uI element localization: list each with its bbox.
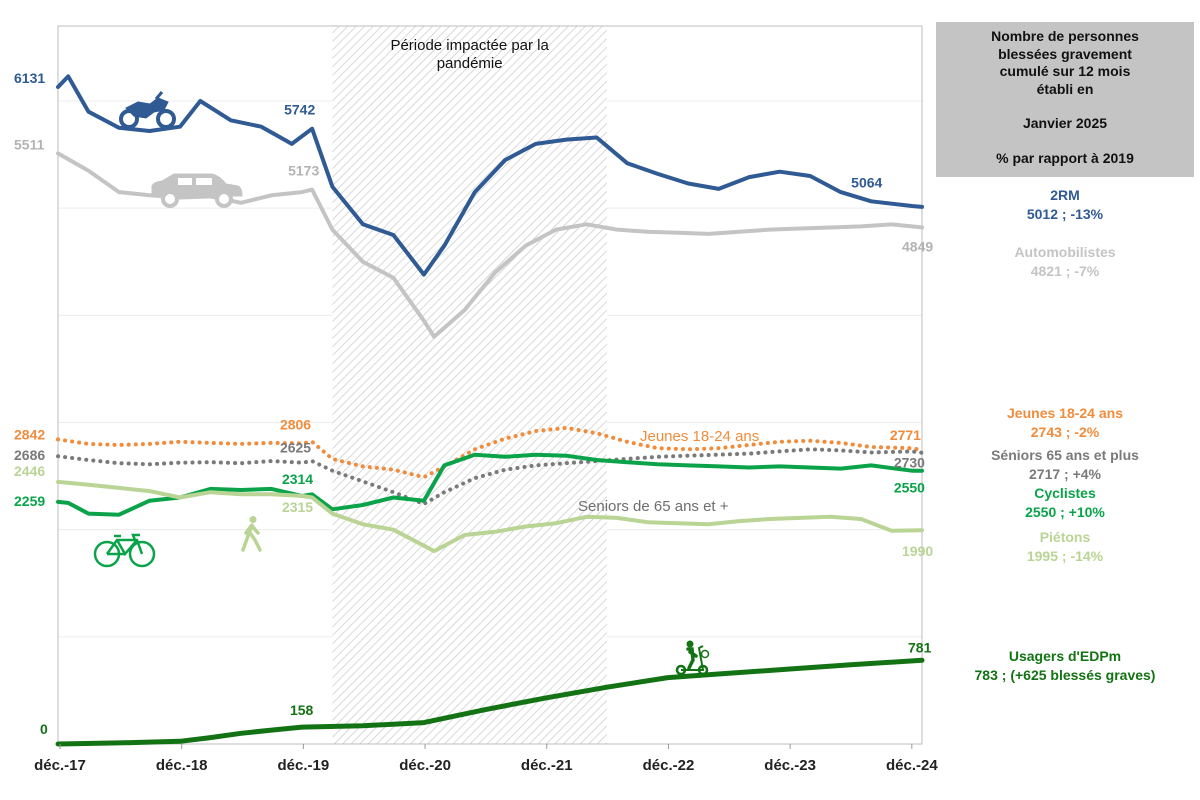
legend-seniors: Séniors 65 ans et plus 2717 ; +4% bbox=[940, 446, 1190, 484]
legend-seniors-name: Séniors 65 ans et plus bbox=[991, 447, 1139, 463]
car-icon bbox=[151, 173, 243, 208]
series-line-pietons bbox=[56, 479, 924, 554]
legend-cyclistes-name: Cyclistes bbox=[1034, 485, 1096, 501]
legend-jeunes-value: 2743 ; -2% bbox=[1030, 424, 1100, 440]
data-label-usagers-d-edpm: 158 bbox=[290, 702, 314, 718]
series-line-usagers-d-edpm bbox=[55, 657, 925, 747]
x-tick-label: déc.-23 bbox=[764, 757, 816, 774]
data-label-pietons: 2446 bbox=[14, 463, 45, 479]
legend-pietons-value: 1995 ; -14% bbox=[1026, 548, 1104, 564]
x-axis-ticks: déc.-17 déc.-18 déc.-19 déc.-20 déc.-21 déc.-… bbox=[34, 744, 938, 774]
info-line: établi en bbox=[1036, 80, 1094, 97]
data-label-2rm: 6131 bbox=[14, 70, 45, 86]
seniors-series-annotation: Seniors de 65 ans et + bbox=[578, 498, 729, 515]
data-label-jeunes-18-24-ans: 2806 bbox=[280, 416, 311, 432]
data-label-seniors-65-ans-et-plus: 2730 bbox=[894, 454, 925, 470]
info-line: cumulé sur 12 mois bbox=[999, 63, 1131, 79]
motorcycle-icon bbox=[119, 91, 176, 129]
bicycle-icon bbox=[93, 533, 156, 568]
legend-seniors-value: 2717 ; +4% bbox=[1029, 466, 1101, 482]
legend-auto-name: Automobilistes bbox=[1014, 244, 1116, 260]
info-line: Nombre de personnes bbox=[991, 28, 1139, 44]
x-tick-label: déc.-20 bbox=[399, 757, 451, 774]
x-tick-label: déc.-24 bbox=[886, 757, 938, 774]
legend-edpm: Usagers d'EDPm 783 ; (+625 blessés grave… bbox=[940, 647, 1190, 685]
plot-area-frame bbox=[57, 25, 923, 745]
data-label-jeunes-18-24-ans: 2842 bbox=[14, 426, 45, 442]
pandemic-period-label-line1: Période impactée par la bbox=[390, 37, 549, 54]
legend-2rm-name: 2RM bbox=[1050, 187, 1080, 203]
info-box: Nombre de personnes blessées gravement c… bbox=[936, 22, 1194, 177]
pedestrian-icon bbox=[241, 516, 262, 552]
x-tick-label: déc.-22 bbox=[643, 757, 695, 774]
data-label-cyclistes: 2314 bbox=[282, 471, 313, 487]
data-label-seniors-65-ans-et-plus: 2686 bbox=[14, 447, 45, 463]
data-label-automobilistes: 5511 bbox=[14, 136, 45, 152]
legend-auto-value: 4821 ; -7% bbox=[1030, 263, 1100, 279]
x-tick-label: déc.-18 bbox=[156, 757, 208, 774]
data-label-jeunes-18-24-ans: 2771 bbox=[890, 427, 921, 443]
data-labels: 6131 5742 5064 5511 5173 4849 2842 2806 2771 2686… bbox=[14, 70, 933, 737]
x-tick-label: déc.-21 bbox=[521, 757, 573, 774]
x-tick-label: déc.-19 bbox=[278, 757, 330, 774]
data-label-seniors-65-ans-et-plus: 2625 bbox=[280, 440, 311, 456]
data-label-cyclistes: 2550 bbox=[894, 480, 925, 496]
jeunes-series-annotation: Jeunes 18-24 ans bbox=[640, 428, 759, 445]
legend-edpm-name: Usagers d'EDPm bbox=[1008, 648, 1122, 664]
scooter-icon bbox=[675, 640, 710, 676]
series-line-jeunes-18-24-ans bbox=[56, 425, 924, 480]
legend-2rm-value: 5012 ; -13% bbox=[1026, 206, 1104, 222]
data-label-usagers-d-edpm: 781 bbox=[908, 639, 932, 655]
legend-pietons: Piétons 1995 ; -14% bbox=[940, 528, 1190, 566]
x-tick-label: déc.-17 bbox=[34, 757, 86, 774]
pandemic-period-label-line2: pandémie bbox=[437, 55, 503, 72]
info-line: Janvier 2025 bbox=[1022, 115, 1108, 131]
data-label-pietons: 1990 bbox=[902, 543, 933, 559]
data-label-automobilistes: 4849 bbox=[902, 238, 933, 254]
legend-2rm: 2RM 5012 ; -13% bbox=[940, 186, 1190, 224]
legend-jeunes-name: Jeunes 18-24 ans bbox=[1007, 405, 1123, 421]
data-label-cyclistes: 2259 bbox=[14, 493, 45, 509]
legend-jeunes: Jeunes 18-24 ans 2743 ; -2% bbox=[940, 404, 1190, 442]
pandemic-period-shading bbox=[332, 26, 607, 744]
series-line-seniors-65-ans-et-plus bbox=[56, 447, 924, 506]
data-label-2rm: 5064 bbox=[851, 174, 882, 190]
data-label-pietons: 2315 bbox=[282, 499, 313, 515]
info-line: blessées gravement bbox=[998, 45, 1132, 62]
legend-cyclistes: Cyclistes 2550 ; +10% bbox=[940, 484, 1190, 522]
info-line: % par rapport à 2019 bbox=[996, 149, 1134, 166]
data-label-automobilistes: 5173 bbox=[288, 163, 319, 179]
legend-edpm-value: 783 ; (+625 blessés graves) bbox=[974, 667, 1156, 683]
legend-cyclistes-value: 2550 ; +10% bbox=[1025, 504, 1105, 520]
data-label-2rm: 5742 bbox=[284, 102, 315, 118]
series-line-2rm bbox=[56, 74, 924, 277]
legend-pietons-name: Piétons bbox=[1039, 529, 1091, 545]
legend-automobilistes: Automobilistes 4821 ; -7% bbox=[940, 243, 1190, 281]
data-label-usagers-d-edpm: 0 bbox=[40, 721, 48, 737]
